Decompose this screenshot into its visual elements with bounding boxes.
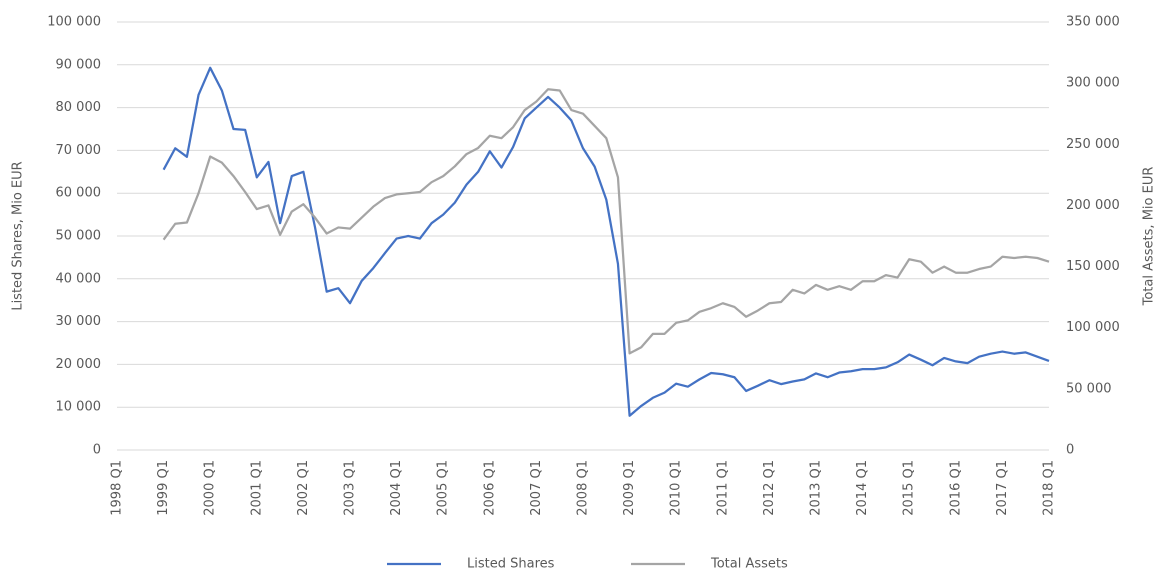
x-tick-label: 2013 Q1 (809, 460, 824, 516)
x-tick-label: 2000 Q1 (203, 460, 218, 516)
y2-tick-label: 350 000 (1066, 15, 1120, 30)
legend-label: Total Assets (710, 557, 788, 572)
y-tick-label: 80 000 (56, 100, 102, 115)
x-tick-label: 2014 Q1 (855, 460, 870, 516)
y2-tick-label: 300 000 (1066, 76, 1120, 91)
legend-label: Listed Shares (467, 557, 555, 572)
x-tick-label: 1999 Q1 (156, 460, 171, 516)
x-tick-label: 2016 Q1 (948, 460, 963, 516)
x-tick-label: 2017 Q1 (995, 460, 1010, 516)
x-tick-label: 2008 Q1 (576, 460, 591, 516)
x-tick-label: 2012 Q1 (762, 460, 777, 516)
x-tick-label: 2002 Q1 (296, 460, 311, 516)
y-tick-label: 70 000 (56, 143, 102, 158)
x-tick-label: 2006 Q1 (482, 460, 497, 516)
x-tick-label: 2004 Q1 (389, 460, 404, 516)
x-tick-label: 1998 Q1 (110, 460, 125, 516)
y2-axis-title: Total Assets, Mio EUR (1142, 167, 1157, 307)
x-tick-label: 2005 Q1 (436, 460, 451, 516)
x-tick-label: 2003 Q1 (343, 460, 358, 516)
y-tick-label: 60 000 (56, 186, 102, 201)
x-tick-label: 2011 Q1 (715, 460, 730, 516)
x-tick-label: 2007 Q1 (529, 460, 544, 516)
y2-tick-label: 200 000 (1066, 198, 1120, 213)
y-tick-label: 90 000 (56, 57, 102, 72)
y-tick-label: 20 000 (56, 357, 102, 372)
data-line (162, 88, 1050, 355)
y2-tick-label: 150 000 (1066, 259, 1120, 274)
y2-tick-label: 0 (1066, 443, 1074, 458)
y2-tick-label: 100 000 (1066, 320, 1120, 335)
y-tick-label: 30 000 (56, 314, 102, 329)
y2-tick-label: 50 000 (1066, 381, 1112, 396)
y-tick-label: 10 000 (56, 400, 102, 415)
data-line (162, 66, 1050, 417)
x-tick-label: 2015 Q1 (902, 460, 917, 516)
y2-tick-label: 250 000 (1066, 137, 1120, 152)
y-axis-title: Listed Shares, Mio EUR (11, 161, 26, 310)
y-tick-label: 40 000 (56, 271, 102, 286)
y-tick-label: 0 (93, 443, 101, 458)
x-tick-label: 2018 Q1 (1042, 460, 1057, 516)
x-tick-label: 2010 Q1 (669, 460, 684, 516)
y-tick-label: 100 000 (47, 15, 101, 30)
x-tick-label: 2001 Q1 (249, 460, 264, 516)
y-tick-label: 50 000 (56, 229, 102, 244)
x-tick-label: 2009 Q1 (622, 460, 637, 516)
